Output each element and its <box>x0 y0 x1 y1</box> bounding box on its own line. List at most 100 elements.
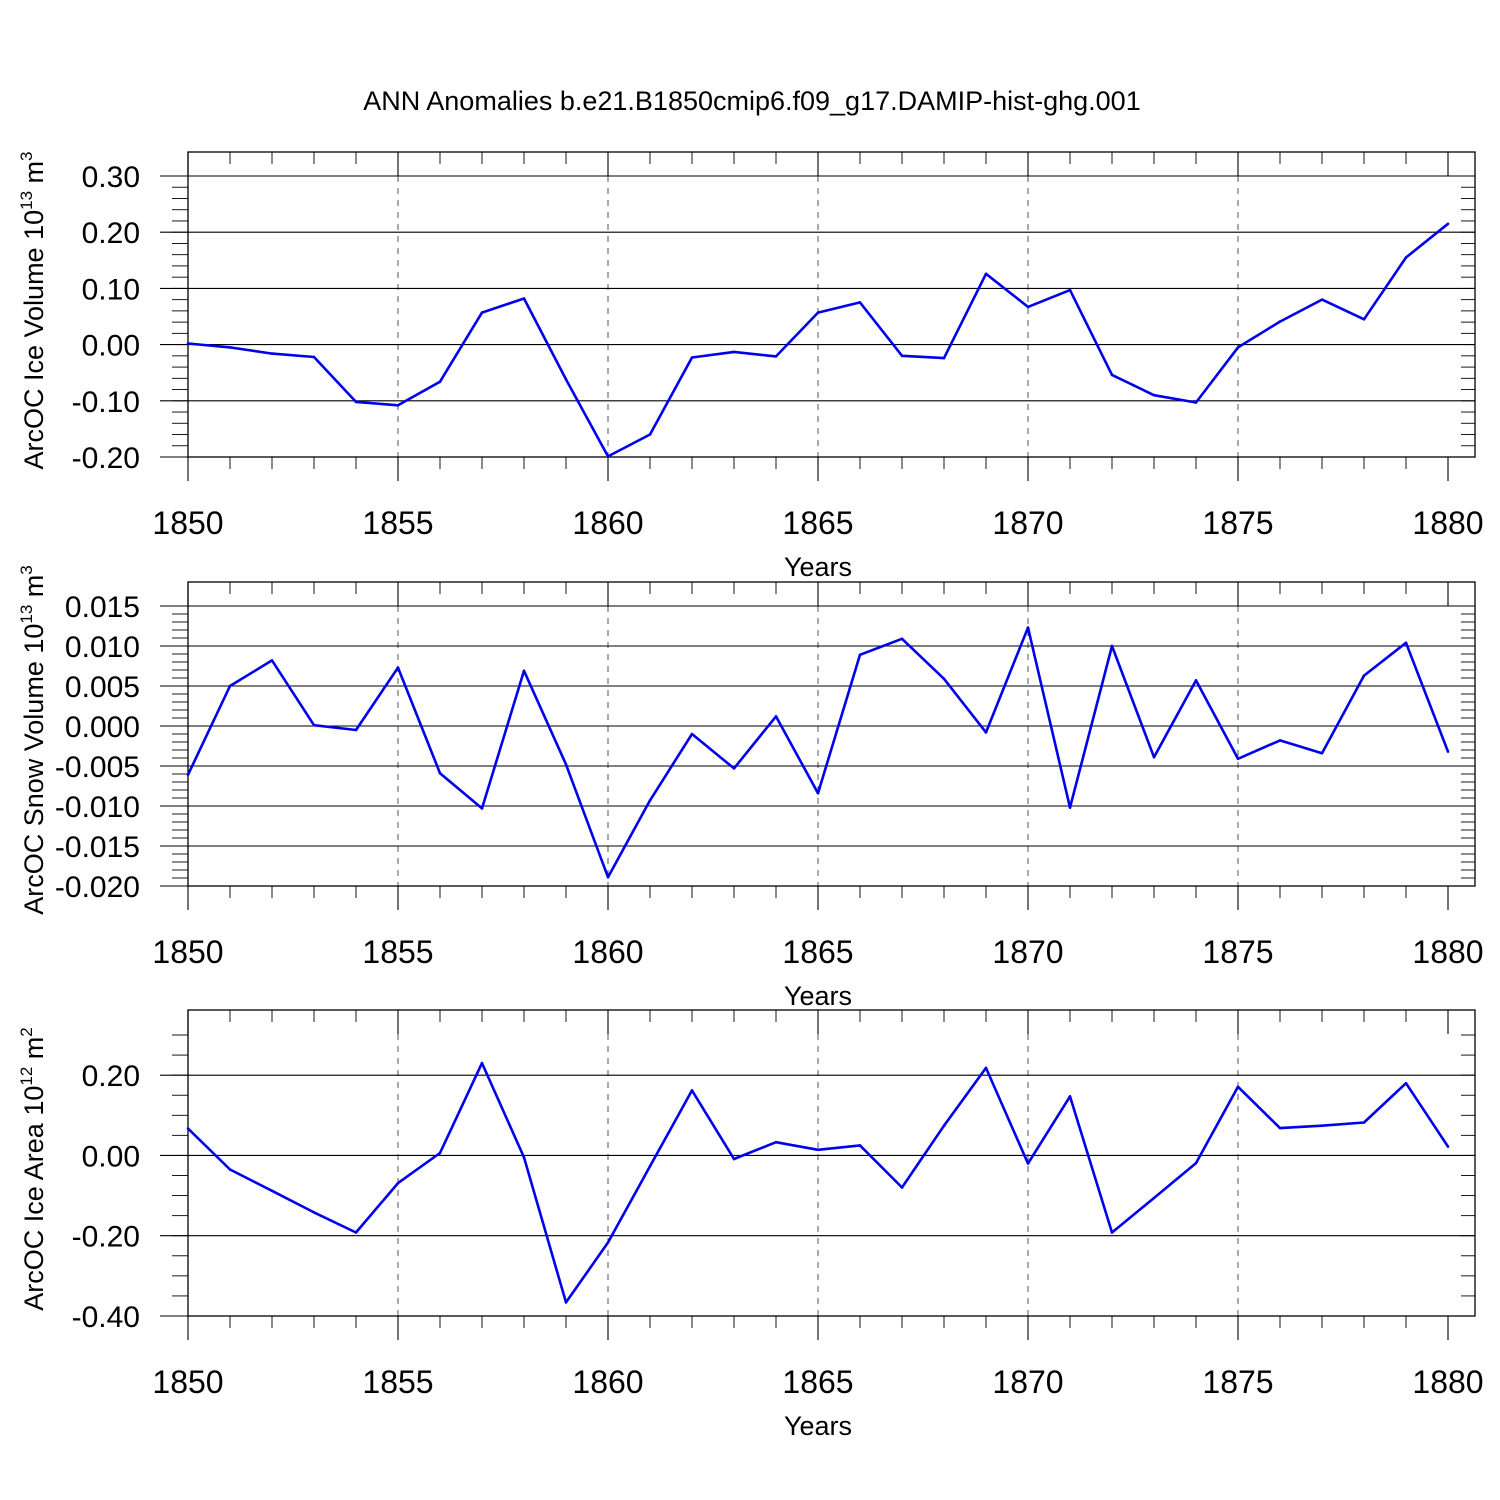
data-point-1867 <box>900 354 904 358</box>
ytick-label: -0.005 <box>55 751 140 784</box>
y-axis-title: ArcOC Ice Area 1012 m2 <box>17 1027 49 1311</box>
data-point-1859 <box>564 763 568 766</box>
data-point-1851 <box>228 684 232 688</box>
ytick-label: -0.015 <box>55 831 140 864</box>
data-point-1874 <box>1194 1161 1198 1165</box>
plot-frame <box>187 151 1476 458</box>
y-axis-title: ArcOC Ice Volume 1013 m3 <box>17 151 49 469</box>
ytick-label: 0.10 <box>82 273 140 306</box>
xtick-label: 1865 <box>782 1364 853 1400</box>
xtick-label: 1880 <box>1412 1364 1483 1400</box>
xtick-label: 1850 <box>152 505 223 541</box>
xtick-label: 1855 <box>362 934 433 970</box>
data-point-1858 <box>522 1156 526 1159</box>
data-point-1861 <box>648 1164 652 1168</box>
data-point-1863 <box>732 350 736 354</box>
data-point-1865 <box>816 1148 820 1152</box>
data-point-1857 <box>480 311 484 314</box>
data-point-1873 <box>1152 393 1156 397</box>
data-point-1859 <box>564 1301 568 1304</box>
data-point-1877 <box>1320 751 1324 755</box>
data-point-1861 <box>648 433 652 436</box>
figure-title: ANN Anomalies b.e21.B1850cmip6.f09_g17.D… <box>363 86 1140 116</box>
panel-ice-volume: -0.20 -0.10 0.00 0.10 0.20 0.30 1850 1855 1860 18… <box>17 151 1484 582</box>
data-point-1850 <box>186 1127 190 1130</box>
data-point-1851 <box>228 1168 232 1171</box>
plot-frame <box>187 581 1476 887</box>
data-point-1860 <box>606 875 610 879</box>
data-point-1869 <box>984 731 988 734</box>
x-axis-title: Years <box>784 1411 852 1441</box>
data-point-1858 <box>522 297 526 300</box>
xtick-label: 1870 <box>992 934 1063 970</box>
data-point-1876 <box>1278 320 1282 323</box>
data-point-1855 <box>396 666 400 669</box>
data-point-1860 <box>606 455 610 458</box>
xtick-label: 1860 <box>572 1364 643 1400</box>
data-point-1854 <box>354 728 358 732</box>
data-point-1852 <box>270 1189 274 1193</box>
plot-frame <box>187 1009 1476 1317</box>
xtick-label: 1875 <box>1202 1364 1273 1400</box>
panel-ice-area: -0.40 -0.20 0.00 0.20 1850 1855 1860 1865 1870 18… <box>17 1009 1484 1441</box>
ytick-label: -0.020 <box>55 871 140 904</box>
panel-snow-volume: -0.020 -0.015 -0.010 -0.005 0.000 0.005 0.010 0… <box>17 565 1484 1011</box>
data-point-1873 <box>1152 1196 1156 1200</box>
data-point-1880 <box>1446 222 1450 226</box>
data-point-1851 <box>228 346 232 349</box>
data-point-1858 <box>522 669 526 673</box>
data-point-1876 <box>1278 1126 1282 1130</box>
data-point-1880 <box>1446 750 1450 753</box>
data-point-1865 <box>816 791 820 795</box>
data-point-1868 <box>942 356 946 360</box>
data-point-1864 <box>774 355 778 358</box>
data-point-1873 <box>1152 755 1156 759</box>
data-point-1869 <box>984 1066 988 1070</box>
data-point-1865 <box>816 311 820 314</box>
ytick-label: 0.30 <box>82 161 140 194</box>
data-point-1856 <box>438 380 442 383</box>
xtick-label: 1865 <box>782 505 853 541</box>
data-point-1861 <box>648 799 652 802</box>
data-point-1863 <box>732 767 736 770</box>
data-point-1860 <box>606 1241 610 1244</box>
data-point-1853 <box>312 355 316 359</box>
data-point-1852 <box>270 659 274 662</box>
data-point-1878 <box>1362 318 1366 321</box>
data-point-1862 <box>690 1089 694 1092</box>
xtick-label: 1875 <box>1202 505 1273 541</box>
xtick-label: 1870 <box>992 1364 1063 1400</box>
data-point-1853 <box>312 723 316 727</box>
ytick-label: -0.10 <box>72 386 140 419</box>
data-point-1875 <box>1236 1085 1240 1089</box>
data-point-1871 <box>1068 806 1072 809</box>
data-point-1868 <box>942 677 946 681</box>
ytick-label: -0.40 <box>72 1301 140 1334</box>
data-point-1880 <box>1446 1145 1450 1148</box>
data-point-1879 <box>1404 1081 1408 1085</box>
data-point-1852 <box>270 352 274 355</box>
data-point-1871 <box>1068 288 1072 292</box>
data-point-1855 <box>396 403 400 407</box>
data-point-1869 <box>984 272 988 276</box>
data-point-1856 <box>438 1151 442 1155</box>
data-point-1862 <box>690 732 694 736</box>
data-point-1866 <box>858 301 862 304</box>
data-point-1872 <box>1110 644 1114 648</box>
data-point-1871 <box>1068 1095 1072 1098</box>
data-point-1864 <box>774 715 778 718</box>
data-point-1879 <box>1404 256 1408 259</box>
data-point-1867 <box>900 637 904 641</box>
xtick-label: 1880 <box>1412 505 1483 541</box>
data-point-1875 <box>1236 757 1240 761</box>
data-point-1859 <box>564 378 568 381</box>
data-point-1854 <box>354 1231 358 1234</box>
data-point-1876 <box>1278 739 1282 742</box>
xtick-label: 1860 <box>572 505 643 541</box>
data-point-1872 <box>1110 1231 1114 1234</box>
data-point-1874 <box>1194 679 1198 682</box>
data-point-1866 <box>858 1144 862 1147</box>
data-point-1870 <box>1026 1162 1030 1165</box>
data-point-1863 <box>732 1157 736 1161</box>
data-point-1870 <box>1026 305 1030 309</box>
